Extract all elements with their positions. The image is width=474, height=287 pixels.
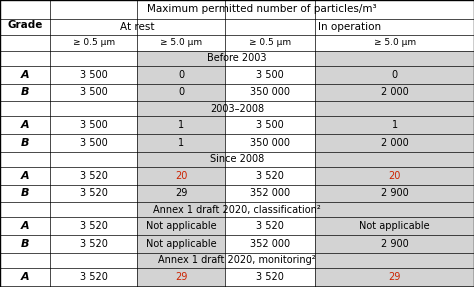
Text: ≥ 5.0 μm: ≥ 5.0 μm: [160, 38, 202, 47]
Bar: [315, 51, 474, 287]
Text: 2 900: 2 900: [381, 239, 409, 249]
Text: At rest: At rest: [120, 22, 155, 32]
Text: ≥ 5.0 μm: ≥ 5.0 μm: [374, 38, 416, 47]
Text: A: A: [20, 70, 29, 79]
Text: Annex 1 draft 2020, classification²: Annex 1 draft 2020, classification²: [153, 205, 321, 215]
Text: 0: 0: [392, 70, 398, 79]
Text: 1: 1: [178, 138, 184, 148]
Text: A: A: [20, 221, 29, 231]
Text: A: A: [20, 171, 29, 181]
Text: 29: 29: [175, 272, 188, 282]
Text: 3 520: 3 520: [80, 189, 108, 198]
Text: 0: 0: [178, 70, 184, 79]
Text: ≥ 0.5 μm: ≥ 0.5 μm: [249, 38, 291, 47]
Text: 3 500: 3 500: [256, 120, 284, 130]
Text: 3 520: 3 520: [80, 171, 108, 181]
Text: 20: 20: [175, 171, 188, 181]
Text: 3 500: 3 500: [256, 70, 284, 79]
Text: 2 900: 2 900: [381, 189, 409, 198]
Text: A: A: [20, 272, 29, 282]
Text: 3 500: 3 500: [80, 120, 108, 130]
Text: B: B: [21, 189, 29, 198]
Text: 3 520: 3 520: [256, 171, 284, 181]
Text: 3 520: 3 520: [256, 272, 284, 282]
Text: 350 000: 350 000: [250, 138, 290, 148]
Text: 0: 0: [178, 88, 184, 97]
Text: 3 520: 3 520: [256, 221, 284, 231]
Text: B: B: [21, 88, 29, 97]
Text: 29: 29: [175, 189, 188, 198]
Text: 1: 1: [392, 120, 398, 130]
Text: 352 000: 352 000: [250, 239, 290, 249]
Text: 2003–2008: 2003–2008: [210, 104, 264, 114]
Text: Grade: Grade: [7, 20, 43, 30]
Text: Not applicable: Not applicable: [146, 239, 217, 249]
Text: 3 500: 3 500: [80, 88, 108, 97]
Text: Maximum permitted number of particles/m³: Maximum permitted number of particles/m³: [147, 4, 377, 14]
Bar: [137, 51, 225, 287]
Text: Not applicable: Not applicable: [146, 221, 217, 231]
Text: 29: 29: [388, 272, 401, 282]
Text: 20: 20: [388, 171, 401, 181]
Text: 2 000: 2 000: [381, 138, 409, 148]
Text: 350 000: 350 000: [250, 88, 290, 97]
Text: 3 520: 3 520: [80, 272, 108, 282]
Text: 352 000: 352 000: [250, 189, 290, 198]
Text: 3 500: 3 500: [80, 70, 108, 79]
Text: Before 2003: Before 2003: [207, 53, 267, 63]
Text: Since 2008: Since 2008: [210, 154, 264, 164]
Text: 1: 1: [178, 120, 184, 130]
Text: 3 500: 3 500: [80, 138, 108, 148]
Text: ≥ 0.5 μm: ≥ 0.5 μm: [73, 38, 115, 47]
Text: 3 520: 3 520: [80, 239, 108, 249]
Text: B: B: [21, 138, 29, 148]
Text: B: B: [21, 239, 29, 249]
Text: A: A: [20, 120, 29, 130]
Text: Annex 1 draft 2020, monitoring²: Annex 1 draft 2020, monitoring²: [158, 255, 316, 265]
Text: 2 000: 2 000: [381, 88, 409, 97]
Text: 3 520: 3 520: [80, 221, 108, 231]
Text: In operation: In operation: [318, 22, 381, 32]
Text: Not applicable: Not applicable: [359, 221, 430, 231]
